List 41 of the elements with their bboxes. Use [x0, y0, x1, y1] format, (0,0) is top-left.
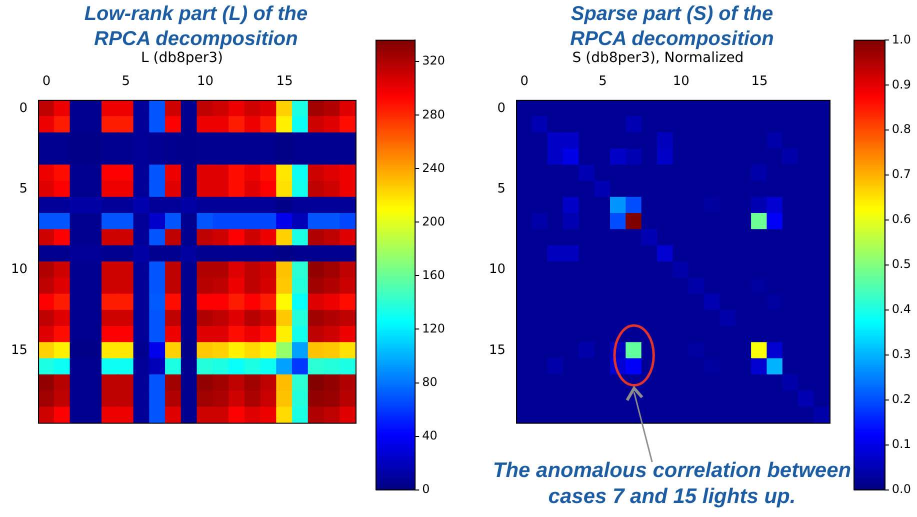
color-bar-label: 0 [422, 482, 430, 496]
color-bar-label: 320 [422, 54, 445, 68]
chart-subtitle: L (db8per3) [140, 50, 224, 66]
x-tick-label: 15 [276, 74, 293, 89]
color-bar-label: 0.1 [892, 436, 912, 451]
color-bar-label: 200 [422, 214, 445, 228]
chart-subtitle: S (db8per3), Normalized [572, 50, 744, 66]
color-bar-label: 80 [422, 374, 438, 389]
x-tick-label: 0 [42, 74, 51, 89]
y-tick-label: 5 [497, 182, 506, 197]
color-bar-label: 0.9 [892, 77, 912, 92]
color-bar-label: 160 [422, 268, 445, 282]
color-bar-label: 0.4 [892, 302, 912, 316]
y-tick-label: 15 [488, 342, 506, 358]
color-bar-label: 240 [422, 160, 445, 175]
color-bar-label: 1.0 [892, 32, 912, 46]
color-bar-label: 0.8 [892, 122, 912, 136]
x-tick-label: 5 [598, 74, 607, 89]
x-tick-label: 10 [196, 74, 214, 89]
y-tick-label: 10 [10, 262, 28, 278]
color-bar-label: 40 [422, 428, 438, 442]
x-tick-label: 15 [751, 74, 768, 89]
color-bar-label: 280 [422, 107, 445, 122]
x-tick-label: 5 [122, 74, 130, 89]
y-tick-label: 0 [497, 100, 506, 116]
color-bar-label: 0.3 [892, 347, 912, 362]
color-bar-label: 0.2 [892, 392, 912, 406]
y-tick-label: 15 [10, 342, 28, 358]
color-bar-label: 0.5 [892, 257, 912, 272]
color-bar-label: 120 [422, 321, 445, 336]
y-tick-label: 5 [19, 182, 28, 197]
color-bar-label: 0.6 [892, 212, 912, 226]
color-bar-label: 0.7 [892, 167, 912, 182]
chart-title: Sparse part (S) of the RPCA decomposition [569, 2, 775, 51]
y-tick-label: 0 [19, 100, 28, 116]
y-tick-label: 10 [488, 262, 506, 278]
text: The anomalous correlation between cases 7 and 15 lights up. [492, 458, 852, 510]
color-bar-label: 0.0 [892, 482, 912, 496]
x-tick-label: 10 [672, 74, 690, 89]
x-tick-label: 0 [520, 74, 529, 89]
chart-title: Low-rank part (L) of the RPCA decomposition [83, 2, 309, 51]
